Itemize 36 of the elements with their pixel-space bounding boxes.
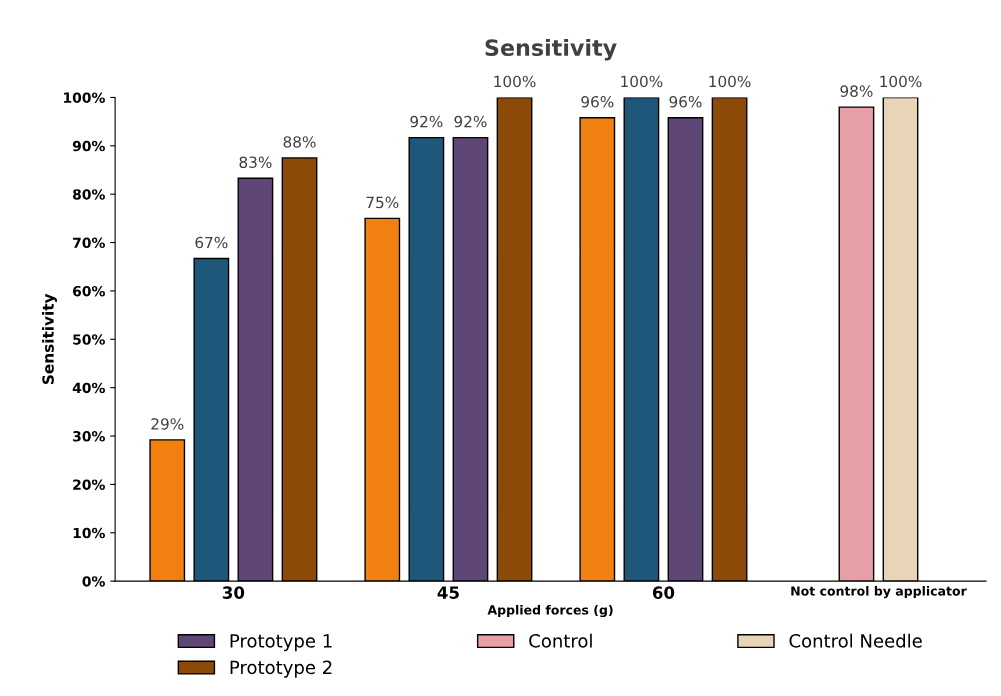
data-label: 67%: [195, 236, 228, 249]
chart-title: Sensitivity: [485, 38, 617, 61]
y-tick-label: 90%: [72, 140, 105, 152]
data-label: 75%: [366, 196, 399, 209]
data-label: 100%: [709, 75, 751, 88]
y-tick-label: 70%: [73, 237, 105, 249]
y-tick-label: 0%: [82, 576, 105, 587]
data-label: 100%: [880, 75, 922, 88]
data-label: 96%: [669, 95, 702, 108]
legend-label: Prototype 2: [230, 660, 332, 678]
y-tick-label: 10%: [73, 527, 105, 539]
data-label: 98%: [840, 85, 873, 97]
x-tick-label: Not control by applicator: [791, 586, 967, 599]
data-label: 100%: [621, 75, 663, 88]
y-tick-label: 100%: [64, 92, 105, 103]
x-axis-title: Applied forces (g): [487, 604, 613, 618]
data-label: 100%: [494, 75, 536, 88]
data-label: 96%: [581, 95, 614, 108]
y-tick-label: 50%: [73, 334, 105, 345]
legend-label: Prototype 1: [230, 634, 332, 652]
y-tick-label: 60%: [73, 285, 105, 297]
x-tick-label: 45: [437, 586, 459, 599]
legend-label: Control: [529, 633, 592, 648]
y-tick-label: 30%: [73, 431, 105, 442]
x-tick-label: 30: [222, 586, 245, 599]
x-tick-label: 60: [652, 586, 675, 599]
y-tick-label: 40%: [72, 382, 105, 394]
y-tick-label: 80%: [73, 189, 105, 200]
data-label: 29%: [151, 418, 184, 430]
data-label: 92%: [454, 115, 487, 128]
legend-label: Control Needle: [789, 633, 922, 648]
y-axis-title: Sensitivity: [42, 293, 57, 384]
data-label: 92%: [410, 115, 443, 128]
y-tick-label: 20%: [73, 479, 105, 490]
data-label: 88%: [283, 136, 316, 148]
data-label: 83%: [239, 156, 272, 169]
